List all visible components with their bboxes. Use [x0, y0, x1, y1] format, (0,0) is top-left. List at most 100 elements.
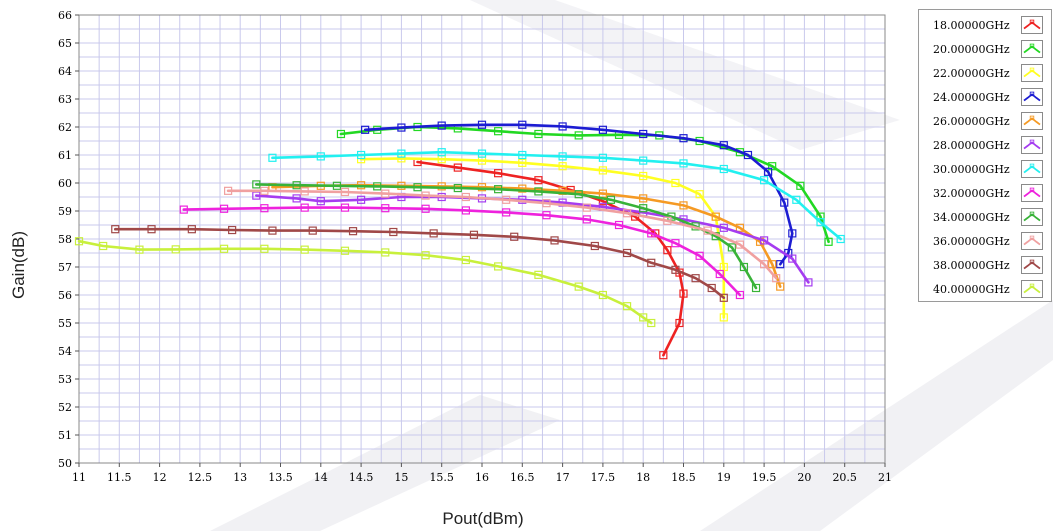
legend-item: 18.00000GHz: [919, 13, 1051, 37]
data-point-marker: [647, 258, 656, 267]
legend-swatch-marker: [1029, 43, 1035, 49]
data-point-marker: [574, 131, 583, 140]
data-point-marker: [477, 183, 487, 192]
series-line: [271, 150, 843, 241]
legend-item: 22.00000GHz: [919, 61, 1051, 85]
data-point-marker: [502, 195, 511, 204]
data-point-marker: [639, 194, 648, 203]
data-point-marker: [292, 181, 301, 190]
data-point-marker: [437, 121, 446, 130]
legend-swatch-marker: [1029, 235, 1035, 241]
series-group: [413, 157, 688, 360]
data-point-marker: [824, 237, 833, 246]
data-point-marker: [735, 223, 745, 232]
data-point-marker: [268, 153, 277, 162]
data-point-marker: [381, 204, 390, 213]
data-point-marker: [300, 187, 309, 196]
data-point-marker: [719, 223, 728, 232]
x-tick-label: 15.5: [429, 471, 454, 484]
data-point-marker: [437, 148, 446, 157]
data-point-marker: [413, 183, 422, 192]
data-point-marker: [135, 245, 144, 254]
legend-swatch-line: [1023, 261, 1041, 270]
data-point-marker: [711, 212, 720, 221]
legend-swatch-icon: [1021, 184, 1043, 202]
data-point-marker: [719, 293, 728, 302]
data-point-marker: [788, 229, 797, 238]
data-point-marker: [743, 150, 753, 160]
data-point-marker: [598, 290, 608, 300]
data-point-marker: [606, 195, 616, 204]
x-tick-label: 14: [314, 471, 328, 484]
legend-label: 38.00000GHz: [933, 258, 1010, 272]
x-tick-label: 13: [233, 471, 247, 484]
legend-item: 26.00000GHz: [919, 109, 1051, 133]
x-tick-label: 17.5: [591, 471, 616, 484]
y-tick-label: 53: [58, 373, 72, 386]
series-group: [179, 203, 745, 300]
data-point-marker: [598, 166, 608, 175]
data-point-marker: [74, 237, 84, 246]
axis-ticks: 11 11.5 12 12.5 13 13.5 14 14.5 15 15.5 16 16.5 17 17…: [58, 9, 892, 484]
data-point-marker: [663, 216, 672, 225]
x-tick-label: 14.5: [349, 471, 374, 484]
data-point-marker: [228, 225, 237, 235]
data-point-marker: [788, 254, 797, 263]
legend-label: 24.00000GHz: [933, 90, 1010, 104]
data-point-marker: [647, 229, 656, 238]
data-point-marker: [179, 205, 188, 214]
y-tick-label: 58: [58, 233, 72, 246]
data-point-marker: [518, 150, 527, 160]
data-point-marker: [357, 150, 366, 160]
data-point-marker: [268, 226, 277, 235]
data-point-marker: [639, 171, 648, 181]
y-tick-label: 55: [58, 317, 72, 330]
data-point-marker: [639, 156, 648, 165]
data-point-marker: [534, 270, 543, 279]
data-point-marker: [518, 158, 527, 167]
legend-label: 20.00000GHz: [933, 42, 1010, 56]
legend-item: 38.00000GHz: [919, 253, 1051, 277]
legend-label: 26.00000GHz: [933, 114, 1010, 128]
data-point-marker: [679, 201, 688, 210]
legend-swatch-icon: [1021, 16, 1043, 34]
data-point-marker: [381, 189, 390, 198]
data-point-marker: [494, 262, 503, 271]
data-point-marker: [639, 129, 648, 139]
data-point-marker: [453, 163, 462, 172]
data-point-marker: [836, 234, 845, 244]
data-point-marker: [776, 260, 785, 269]
y-tick-label: 60: [58, 177, 72, 190]
data-point-marker: [340, 246, 350, 255]
legend-swatch-marker: [1029, 67, 1035, 73]
legend-swatch-icon: [1021, 136, 1043, 154]
legend-swatch-icon: [1021, 208, 1043, 226]
legend-swatch-icon: [1021, 88, 1043, 106]
legend-swatch-marker: [1029, 283, 1035, 289]
data-point-marker: [429, 229, 438, 238]
data-point-marker: [582, 215, 591, 224]
data-point-marker: [703, 226, 712, 235]
data-point-marker: [671, 178, 680, 188]
x-tick-label: 20.5: [832, 471, 857, 484]
y-tick-label: 57: [58, 261, 72, 274]
data-point-marker: [534, 187, 543, 196]
legend-item: 28.00000GHz: [919, 133, 1051, 157]
series-line: [182, 206, 742, 297]
data-point-marker: [598, 125, 608, 134]
x-tick-label: 18.5: [671, 471, 696, 484]
data-point-marker: [719, 164, 728, 174]
data-point-marker: [421, 251, 430, 260]
series-group: [111, 225, 728, 302]
data-point-marker: [582, 203, 591, 212]
legend-label: 34.00000GHz: [933, 210, 1010, 224]
data-point-marker: [715, 269, 724, 279]
data-point-marker: [461, 192, 470, 202]
data-point-marker: [357, 195, 366, 204]
legend-label: 28.00000GHz: [933, 138, 1010, 152]
data-point-marker: [332, 181, 342, 190]
x-tick-label: 20: [797, 471, 811, 484]
data-point-marker: [542, 199, 551, 208]
data-point-marker: [776, 282, 785, 291]
data-point-marker: [622, 248, 632, 258]
